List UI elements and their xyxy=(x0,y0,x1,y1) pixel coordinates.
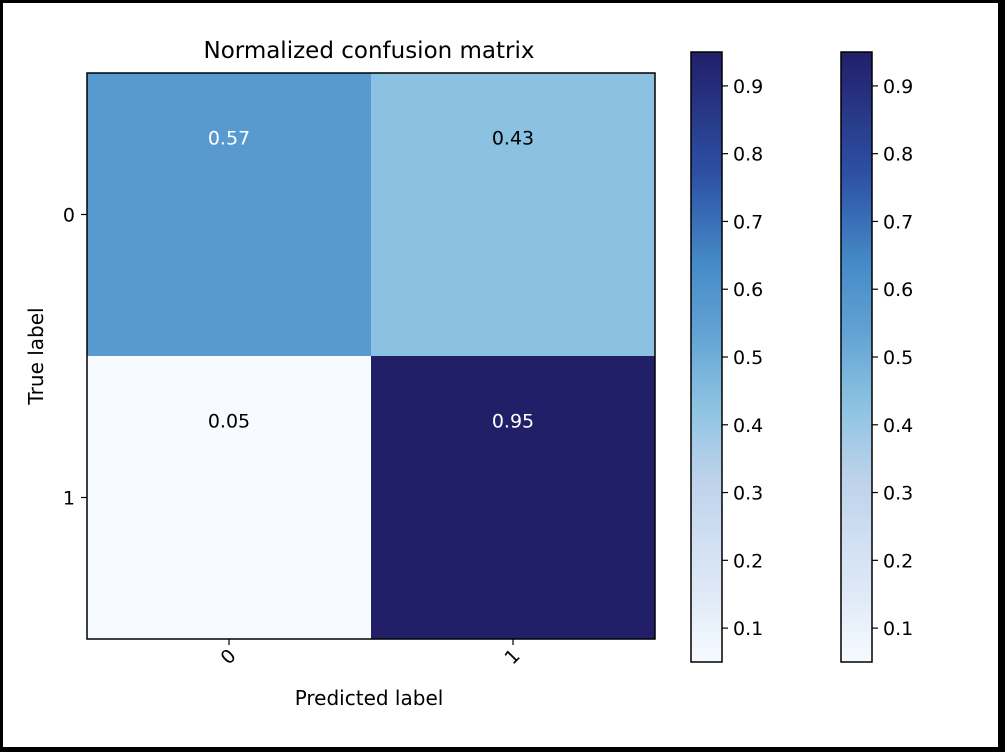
colorbar-tick-label: 0.2 xyxy=(733,550,763,572)
colorbar-tick-label: 0.4 xyxy=(733,415,763,437)
cell-label-0-0: 0.57 xyxy=(208,128,250,150)
colorbar-tick-label: 0.1 xyxy=(733,618,763,640)
colorbar-tick-label: 0.5 xyxy=(733,347,763,369)
colorbar-tick-label: 0.4 xyxy=(883,415,913,437)
heatmap-cell-1-1 xyxy=(371,356,656,640)
chart-title: Normalized confusion matrix xyxy=(203,38,534,64)
colorbar-gradient xyxy=(690,51,723,663)
y-axis-ticks: 01 xyxy=(63,205,87,510)
cell-label-1-1: 0.95 xyxy=(492,411,534,433)
colorbar-tick-label: 0.6 xyxy=(733,279,763,301)
colorbar-tick-label: 0.7 xyxy=(733,211,763,233)
colorbar-tick-label: 0.5 xyxy=(883,347,913,369)
x-axis-label: Predicted label xyxy=(295,686,444,710)
heatmap-cell-0-0 xyxy=(87,73,372,357)
colorbar-tick-label: 0.7 xyxy=(883,211,913,233)
heatmap-cell-1-0 xyxy=(87,356,372,640)
colorbar-tick-label: 0.9 xyxy=(733,76,763,98)
figure-canvas: Normalized confusion matrix 0.57 0.43 0.05… xyxy=(3,3,998,747)
heatmap-cells: 0.57 0.43 0.05 0.95 xyxy=(87,73,656,640)
colorbar-tick-label: 0.3 xyxy=(733,483,763,505)
colorbar-tick-label: 0.1 xyxy=(883,618,913,640)
colorbar-tick-label: 0.6 xyxy=(883,279,913,301)
colorbar-tick-label: 0.2 xyxy=(883,550,913,572)
colorbar-2: 0.1 0.2 0.3 0.4 0.5 0.6 0.7 0.8 0.9 xyxy=(840,51,913,663)
y-tick-label: 0 xyxy=(63,205,75,227)
y-tick-label: 1 xyxy=(63,488,75,510)
colorbar-tick-label: 0.3 xyxy=(883,483,913,505)
cell-label-1-0: 0.05 xyxy=(208,411,250,433)
plot-frame xyxy=(86,72,656,640)
colorbar-1: 0.1 0.2 0.3 0.4 0.5 0.6 0.7 0.8 0.9 xyxy=(690,51,763,663)
x-tick-label: 0 xyxy=(216,645,240,669)
confusion-matrix-chart: Normalized confusion matrix 0.57 0.43 0.05… xyxy=(24,38,913,710)
heatmap-cell-0-1 xyxy=(371,73,656,357)
colorbar-tick-label: 0.9 xyxy=(883,76,913,98)
x-tick-label: 1 xyxy=(500,645,524,669)
colorbar-tick-label: 0.8 xyxy=(733,144,763,166)
y-axis-label: True label xyxy=(24,307,48,405)
colorbar-gradient xyxy=(840,51,873,663)
colorbar-tick-label: 0.8 xyxy=(883,144,913,166)
colorbars: 0.10.20.30.40.50.60.70.80.90.10.20.30.40… xyxy=(690,51,913,663)
cell-label-0-1: 0.43 xyxy=(492,128,534,150)
